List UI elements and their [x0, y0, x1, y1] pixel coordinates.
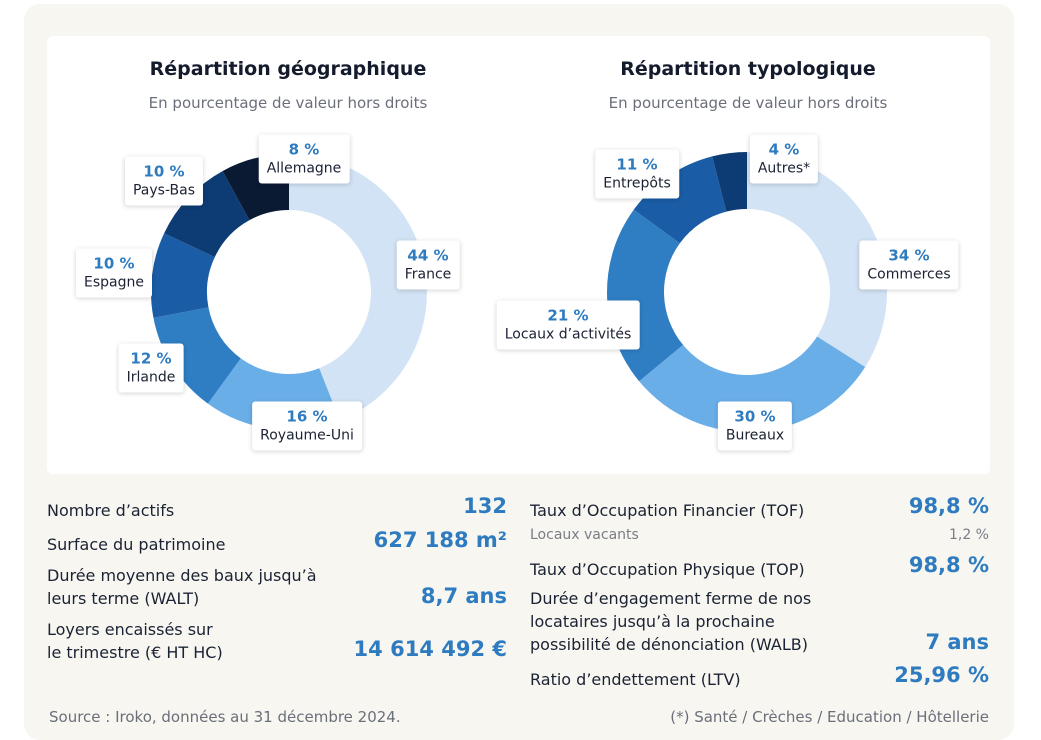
donut-slice-0-0: [289, 154, 427, 421]
donut-slice-1-0: [747, 152, 887, 368]
stat-label-rent-line1: Loyers encaissés sur: [47, 620, 213, 639]
slice-value-label: 34 %: [888, 246, 930, 265]
donut-slice-0-2: [153, 307, 241, 404]
stat-value-vacant: 1,2 %: [948, 527, 989, 543]
stat-value-surface: 627 188 m²: [373, 528, 507, 552]
slice-value-label: 11 %: [616, 155, 658, 174]
slice-category-label: France: [404, 266, 452, 283]
slice-label-1-1: 30 % Bureaux: [717, 401, 793, 451]
chart-title-typologic: Répartition typologique: [620, 58, 876, 80]
donut-slice-1-1: [639, 336, 866, 432]
stat-label-vacant: Locaux vacants: [530, 527, 639, 543]
slice-category-label: Commerces: [867, 266, 951, 283]
slice-label-0-0: 44 % France: [396, 240, 460, 290]
slice-value-label: 8 %: [288, 140, 320, 159]
stat-label-ltv: Ratio d’endettement (LTV): [530, 670, 741, 689]
slice-label-0-2: 12 % Irlande: [118, 343, 184, 393]
stat-label-assets: Nombre d’actifs: [47, 501, 175, 520]
slice-category-label: Allemagne: [266, 160, 342, 177]
stat-label-rent-line2: le trimestre (€ HT HC): [47, 643, 223, 662]
chart-subtitle-typologic: En pourcentage de valeur hors droits: [608, 94, 888, 112]
slice-label-0-3: 10 % Espagne: [76, 248, 152, 298]
chart-title-geographic: Répartition géographique: [149, 58, 427, 80]
stat-label-walt-line1: Durée moyenne des baux jusqu’à: [47, 566, 317, 585]
stat-value-walb: 7 ans: [925, 630, 989, 654]
stat-value-walt: 8,7 ans: [420, 584, 507, 608]
stat-label-walb-line3: possibilité de dénonciation (WALB): [530, 635, 808, 654]
stat-value-top: 98,8 %: [908, 553, 989, 577]
footer-note: (*) Santé / Crèches / Education / Hôtell…: [670, 708, 989, 726]
slice-category-label: Irlande: [126, 369, 176, 386]
stat-label-walb-line1: Durée d’engagement ferme de nos: [530, 589, 812, 608]
slice-label-1-3: 11 % Entrepôts: [595, 149, 679, 199]
stat-value-tof: 98,8 %: [908, 494, 989, 518]
stat-label-walt-line2: leurs terme (WALT): [47, 589, 200, 608]
slice-label-1-4: 4 % Autres*: [749, 134, 819, 184]
stat-value-rent: 14 614 492 €: [353, 637, 507, 661]
slice-category-label: Espagne: [84, 274, 144, 291]
stat-label-walt: Durée moyenne des baux jusqu’à leurs ter…: [47, 564, 317, 610]
slice-category-label: Autres*: [757, 160, 811, 177]
stat-label-top: Taux d’Occupation Physique (TOP): [530, 560, 805, 579]
donut-slice-1-4: [712, 152, 747, 212]
slice-value-label: 10 %: [93, 254, 135, 273]
slice-label-0-1: 16 % Royaume-Uni: [252, 401, 362, 451]
slice-label-0-4: 10 % Pays-Bas: [124, 156, 204, 206]
slice-value-label: 30 %: [734, 407, 776, 426]
slice-value-label: 12 %: [130, 349, 172, 368]
stat-label-surface: Surface du patrimoine: [47, 535, 226, 554]
stat-label-rent: Loyers encaissés sur le trimestre (€ HT …: [47, 618, 223, 664]
slice-category-label: Entrepôts: [603, 175, 671, 192]
slice-category-label: Pays-Bas: [132, 182, 196, 199]
footer-source: Source : Iroko, données au 31 décembre 2…: [49, 708, 401, 726]
slice-value-label: 44 %: [407, 246, 449, 265]
slice-value-label: 21 %: [547, 306, 589, 325]
slice-label-1-2: 21 % Locaux d’activités: [496, 300, 640, 350]
donut-slice-0-3: [151, 233, 215, 318]
slice-value-label: 16 %: [286, 407, 328, 426]
slice-category-label: Bureaux: [725, 427, 785, 444]
slice-category-label: Locaux d’activités: [504, 326, 632, 343]
stat-label-tof: Taux d’Occupation Financier (TOF): [530, 501, 805, 520]
slice-value-label: 10 %: [143, 162, 185, 181]
stat-value-ltv: 25,96 %: [894, 663, 989, 687]
stat-label-walb: Durée d’engagement ferme de nos locatair…: [530, 587, 811, 656]
donut-slice-1-3: [633, 156, 727, 244]
stat-value-assets: 132: [463, 494, 507, 518]
donut-slice-0-4: [164, 171, 250, 258]
slice-category-label: Royaume-Uni: [260, 427, 354, 444]
slice-value-label: 4 %: [768, 140, 800, 159]
slice-label-1-0: 34 % Commerces: [859, 240, 959, 290]
chart-subtitle-geographic: En pourcentage de valeur hors droits: [148, 94, 428, 112]
stat-label-walb-line2: locataires jusqu’à la prochaine: [530, 612, 775, 631]
slice-label-0-5: 8 % Allemagne: [258, 134, 350, 184]
